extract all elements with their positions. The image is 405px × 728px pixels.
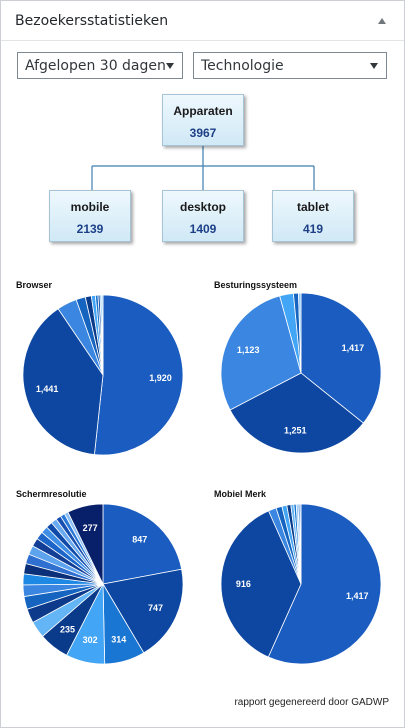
tree-node-value: 3967 [189, 126, 217, 140]
controls: Afgelopen 30 dagen Technologie [17, 52, 387, 79]
chart-title-resolution: Schermresolutie [16, 489, 87, 499]
tree-node-label: mobile [70, 200, 110, 214]
tree-node-value: 1409 [189, 222, 217, 236]
report-type-select[interactable]: Technologie [193, 52, 387, 79]
chevron-down-icon [166, 62, 174, 69]
period-select-value: Afgelopen 30 dagen [25, 57, 166, 74]
tree-node-value: 419 [302, 222, 324, 236]
report-type-value: Technologie [201, 57, 284, 74]
chart-title-os: Besturingssysteem [214, 280, 298, 290]
tree-node-value: 2139 [76, 222, 104, 236]
footer-credit: rapport gegenereerd door GADWP [234, 697, 389, 708]
tree-connectors [91, 146, 315, 190]
tree-node-desktop: desktop 1409 [162, 190, 244, 242]
widget-title: Bezoekersstatistieken [15, 12, 169, 29]
collapse-toggle-icon[interactable] [378, 17, 386, 24]
chart-title-browser: Browser [16, 280, 53, 290]
tree-node-root: Apparaten 3967 [162, 94, 244, 146]
tree-node-mobile: mobile 2139 [49, 190, 131, 242]
tree-node-label: Apparaten [173, 104, 233, 118]
widget-header: Bezoekersstatistieken [1, 1, 404, 41]
chevron-down-icon [370, 62, 378, 69]
tree-node-tablet: tablet 419 [272, 190, 354, 242]
period-select[interactable]: Afgelopen 30 dagen [17, 52, 183, 79]
tree-node-label: tablet [296, 200, 329, 214]
chart-title-mobile-brand: Mobiel Merk [214, 489, 267, 499]
tree-node-label: desktop [179, 200, 226, 214]
